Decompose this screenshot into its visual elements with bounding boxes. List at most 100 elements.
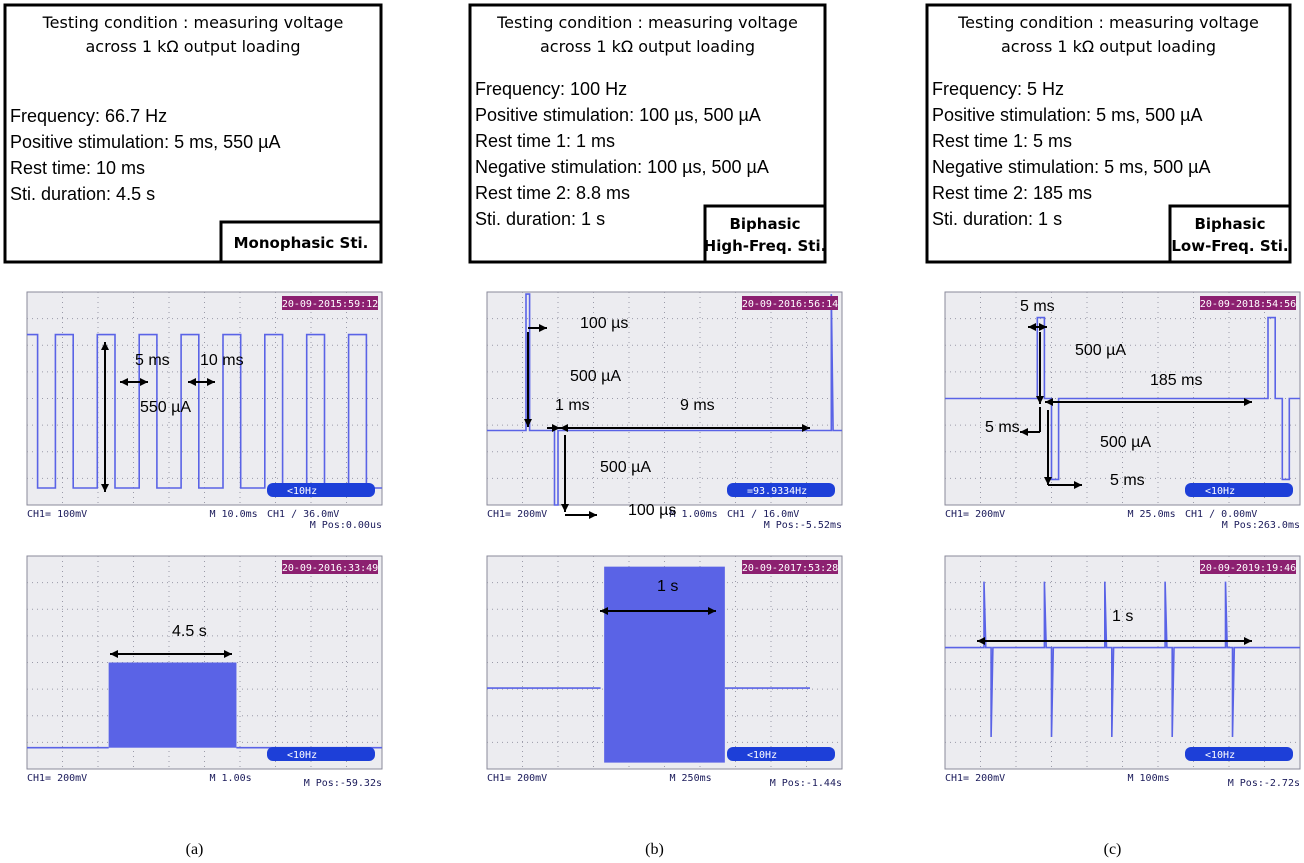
parameter: Frequency: 66.7 Hz [10,106,167,126]
oscilloscope: 20-09-2016:56:14 =93.9334Hz CH1= 200mV M 1.… [487,292,842,531]
annotation: 9 ms [680,397,715,414]
annotation: 500 µA [600,459,651,476]
condition-text: across 1 kΩ output loading [1001,37,1216,56]
timestamp: 20-09-2015:59:12 [282,299,378,310]
frequency: <10Hz [1205,750,1235,761]
timebase: M 25.0ms [1128,509,1176,520]
parameter: Negative stimulation: 5 ms, 500 µA [932,157,1211,177]
parameter: Frequency: 5 Hz [932,79,1064,99]
annotation: 4.5 s [172,623,207,640]
oscilloscope: 20-09-2018:54:56 <10Hz CH1= 200mV M 25.0ms C… [945,292,1300,531]
annotation: 500 µA [1075,342,1126,359]
arrow-head [589,511,597,519]
frequency-box [267,747,375,761]
annotation: 5 ms [1110,472,1145,489]
stimulation-tag: High-Freq. Sti. [704,237,827,255]
timestamp: 20-09-2019:19:46 [1200,563,1296,574]
channel-scale: CH1= 200mV [945,773,1005,784]
condition-text: Testing condition : measuring voltage [42,13,344,32]
timebase: M 1.00ms [670,509,718,520]
arrow-head [561,504,569,512]
annotation: 185 ms [1150,372,1202,389]
position: M Pos:263.0ms [1222,520,1300,531]
annotation: 1 s [657,578,678,595]
trigger-level: CH1 ∕ 16.0mV [727,509,799,520]
annotation: 100 µs [580,315,628,332]
channel-scale: CH1= 200mV [945,509,1005,520]
frequency: <10Hz [747,750,777,761]
stimulation-tag: Low-Freq. Sti. [1171,237,1288,255]
stimulation-tag: Biphasic [729,215,800,233]
annotation: 500 µA [570,368,621,385]
parameter: Rest time 1: 5 ms [932,131,1072,151]
channel-scale: CH1= 200mV [27,773,87,784]
annotation: 1 ms [555,397,590,414]
parameter: Rest time 2: 185 ms [932,183,1092,203]
condition-text: across 1 kΩ output loading [540,37,755,56]
stimulation-tag: Monophasic Sti. [234,234,369,252]
parameter: Positive stimulation: 5 ms, 500 µA [932,105,1202,125]
scope-screen [487,292,842,505]
frequency-box [1185,483,1293,497]
channel-scale: CH1= 200mV [487,773,547,784]
parameter: Rest time 1: 1 ms [475,131,615,151]
frequency-box [727,747,835,761]
panel: Testing condition : measuring voltage acr… [470,5,842,858]
stimulation-tag: Biphasic [1194,215,1265,233]
annotation: 10 ms [200,352,244,369]
condition-text: Testing condition : measuring voltage [957,13,1259,32]
scope-screen [945,556,1300,769]
annotation: 5 ms [1020,298,1055,315]
timestamp: 20-09-2016:56:14 [742,299,838,310]
parameter: Sti. duration: 1 s [475,209,605,229]
timestamp: 20-09-2017:53:28 [742,563,838,574]
parameter: Sti. duration: 4.5 s [10,184,155,204]
frequency-box [267,483,375,497]
position: M Pos:-1.44s [770,778,842,789]
position: M Pos:0.00us [310,520,382,531]
channel-scale: CH1= 200mV [487,509,547,520]
position: M Pos:-59.32s [304,778,382,789]
panel: Testing condition : measuring voltage acr… [927,5,1300,858]
frequency: =93.9334Hz [747,486,807,497]
frequency-box [1185,747,1293,761]
parameter: Sti. duration: 1 s [932,209,1062,229]
channel-scale: CH1= 100mV [27,509,87,520]
panel: Testing condition : measuring voltage acr… [5,5,382,858]
frequency: <10Hz [287,750,317,761]
oscilloscope: 20-09-2017:53:28 <10Hz CH1= 200mV M 250ms M … [487,556,842,789]
condition-text: across 1 kΩ output loading [85,37,300,56]
waveform-burst [109,663,237,748]
figure: Testing condition : measuring voltage acr… [0,0,1304,863]
annotation: 1 s [1112,608,1133,625]
trigger-level: CH1 ∕ 36.0mV [267,509,339,520]
timestamp: 20-09-2016:33:49 [282,563,378,574]
parameter: Rest time 2: 8.8 ms [475,183,630,203]
oscilloscope: 20-09-2015:59:12 <10Hz CH1= 100mV M 10.0ms C… [27,292,382,531]
caption: (a) [186,841,204,858]
timebase: M 100ms [1128,773,1170,784]
timebase: M 250ms [670,773,712,784]
annotation: 550 µA [140,399,191,416]
annotation: 5 ms [135,352,170,369]
parameter: Frequency: 100 Hz [475,79,627,99]
annotation: 5 ms [985,419,1020,436]
position: M Pos:-2.72s [1228,778,1300,789]
frequency: <10Hz [1205,486,1235,497]
parameter: Positive stimulation: 100 µs, 500 µA [475,105,761,125]
annotation: 500 µA [1100,434,1151,451]
caption: (c) [1104,841,1122,858]
annotation: 100 µs [628,502,676,519]
waveform-burst [604,567,725,763]
scope-screen [27,292,382,505]
condition-text: Testing condition : measuring voltage [496,13,798,32]
position: M Pos:-5.52ms [764,520,842,531]
frequency: <10Hz [287,486,317,497]
parameter: Positive stimulation: 5 ms, 550 µA [10,132,280,152]
timestamp: 20-09-2018:54:56 [1200,299,1296,310]
caption: (b) [645,841,664,858]
oscilloscope: 20-09-2019:19:46 <10Hz CH1= 200mV M 100ms M … [945,556,1300,789]
timebase: M 10.0ms [210,509,258,520]
trigger-level: CH1 ∕ 0.00mV [1185,509,1257,520]
